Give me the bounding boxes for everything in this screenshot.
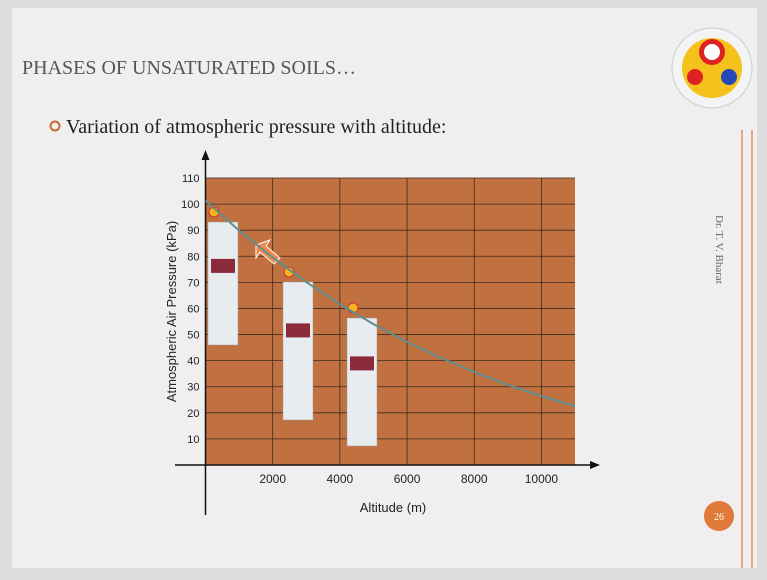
page-number: 26 bbox=[714, 512, 724, 523]
y-tick-label: 70 bbox=[187, 277, 199, 289]
x-tick-label: 4000 bbox=[327, 472, 354, 486]
y-tick-label: 40 bbox=[187, 356, 199, 368]
slide: PHASES OF UNSATURATED SOILS… Variation o… bbox=[0, 0, 767, 580]
slide-title: PHASES OF UNSATURATED SOILS… bbox=[22, 57, 356, 79]
bottle-photo bbox=[347, 318, 377, 446]
y-tick-label: 110 bbox=[182, 173, 200, 185]
bullet-text: Variation of atmospheric pressure with a… bbox=[66, 116, 446, 138]
y-axis-label: Atmospheric Air Pressure (kPa) bbox=[164, 221, 179, 402]
x-tick-label: 6000 bbox=[394, 472, 421, 486]
y-tick-label: 100 bbox=[181, 199, 199, 211]
bottle-label bbox=[350, 356, 374, 370]
x-axis-label: Altitude (m) bbox=[360, 500, 426, 515]
y-tick-label: 90 bbox=[187, 225, 199, 237]
x-tick-label: 2000 bbox=[259, 472, 286, 486]
y-tick-label: 20 bbox=[187, 408, 199, 420]
author: Dr. T. V. Bharat bbox=[713, 215, 725, 284]
chart: 10 20 30 40 50 60 70 80 90 100 110 2000 4000 6000 8000… bbox=[164, 150, 600, 515]
y-tick-label: 80 bbox=[187, 251, 199, 263]
x-tick-label: 10000 bbox=[525, 472, 559, 486]
y-tick-label: 30 bbox=[187, 382, 199, 394]
x-tick-label: 8000 bbox=[461, 472, 488, 486]
bottle-photo bbox=[208, 222, 238, 345]
plot-area bbox=[206, 178, 576, 465]
y-tick-label: 50 bbox=[187, 330, 199, 342]
bottle-label bbox=[211, 259, 235, 273]
y-tick-label: 60 bbox=[187, 303, 199, 315]
y-tick-label: 10 bbox=[187, 434, 199, 446]
logo bbox=[672, 28, 752, 108]
bottle-photo bbox=[283, 282, 313, 420]
bottle-label bbox=[286, 323, 310, 337]
